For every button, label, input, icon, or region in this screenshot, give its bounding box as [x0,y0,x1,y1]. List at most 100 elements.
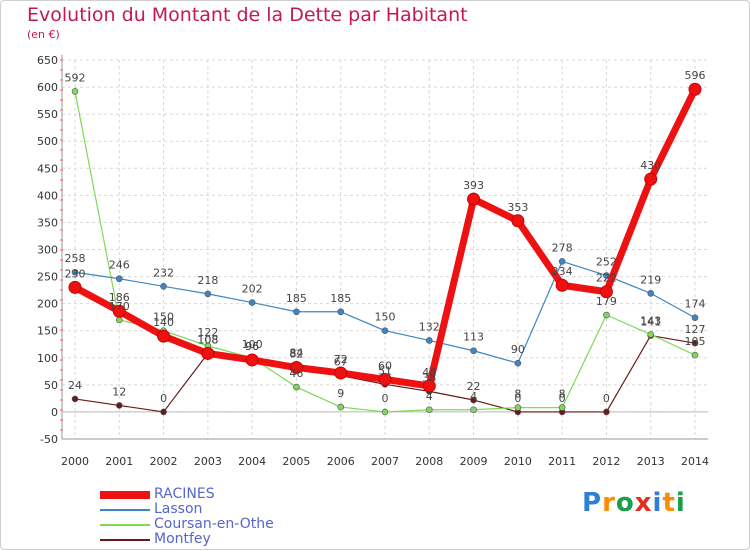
data-label: 72 [334,353,348,366]
x-tick-label: 2014 [681,455,709,468]
x-tick-label: 2007 [371,455,399,468]
data-label: 100 [242,338,263,351]
y-tick-label: 600 [37,81,58,94]
data-label: 252 [596,255,617,268]
legend-swatch-montfey [100,539,150,541]
data-label: 222 [596,272,617,285]
y-tick-label: 150 [37,325,58,338]
data-label: 24 [68,379,82,392]
y-tick-label: 300 [37,244,58,257]
data-point [157,329,171,343]
data-label: 185 [286,292,307,305]
x-tick-label: 2005 [282,455,310,468]
y-tick-label: 500 [37,135,58,148]
data-point [647,331,655,338]
data-point [293,308,300,316]
proxiti-logo: Proxiti [582,488,686,518]
data-label: 90 [511,343,525,356]
chart-subtitle: (en €) [27,28,60,41]
data-label: 202 [242,283,263,296]
data-point [647,290,655,297]
data-label: 150 [153,311,174,324]
data-point [644,172,658,186]
data-label: 9 [337,387,344,400]
y-tick-label: -50 [40,433,58,446]
data-point [467,192,481,206]
data-point [599,285,613,299]
x-tick-label: 2006 [327,455,355,468]
data-label: 67 [334,356,348,369]
data-label: 141 [640,316,661,329]
legend-label-coursan: Coursan-en-Othe [154,516,274,532]
data-label: 140 [153,316,174,329]
data-label: 96 [245,340,259,353]
data-label: 258 [65,252,86,265]
data-point [334,366,348,380]
data-label: 170 [109,300,130,313]
data-point [115,402,123,409]
data-label: 143 [640,315,661,328]
data-point [688,82,702,96]
data-label: 185 [330,292,351,305]
x-tick-label: 2010 [504,455,532,468]
data-label: 51 [378,364,392,377]
data-label: 232 [153,266,174,279]
data-label: 108 [197,333,218,346]
data-point [514,359,522,367]
data-label: 8 [514,388,521,401]
data-point [201,346,215,360]
x-tick-label: 2003 [194,455,222,468]
data-label: 105 [685,335,706,348]
data-point [245,353,259,367]
chart-title: Evolution du Montant de la Dette par Hab… [27,4,468,26]
y-tick-label: 650 [37,54,58,67]
y-tick-label: 450 [37,162,58,175]
data-point [511,214,525,228]
data-point [470,406,477,414]
x-tick-label: 2002 [150,455,178,468]
data-point [691,351,699,359]
logo-letter: i [652,488,663,518]
data-point [425,406,433,414]
legend-swatch-racines [100,491,150,499]
data-point [115,316,123,324]
data-label: 127 [685,323,706,336]
data-point [71,395,79,403]
data-point [68,280,82,294]
data-point [470,347,477,355]
legend-label-racines: RACINES [154,486,215,502]
data-point [603,272,610,279]
logo-letter: P [582,488,603,518]
data-point [337,403,345,411]
data-label: 353 [507,201,528,214]
data-point [381,408,389,416]
data-point [71,268,79,276]
legend-swatch-coursan [100,524,150,526]
data-label: 108 [197,333,218,346]
data-point [691,339,699,347]
data-point [691,314,699,322]
data-label: 592 [65,71,86,84]
x-tick-label: 2011 [548,455,576,468]
legend-label-lasson: Lasson [154,501,203,517]
logo-letter: r [602,488,616,518]
data-label: 218 [197,274,218,287]
data-label: 150 [375,311,396,324]
logo-letter: x [634,488,653,518]
data-label: 48 [422,366,436,379]
data-label: 174 [685,298,706,311]
x-tick-label: 2012 [592,455,620,468]
data-point [514,404,522,411]
data-point [160,283,167,290]
y-tick-label: 100 [37,352,58,365]
data-label: 430 [640,159,661,172]
data-point [160,408,167,416]
data-point [248,299,256,306]
data-point [470,396,477,404]
data-point [555,278,569,292]
data-label: 60 [378,359,392,372]
data-label: 246 [109,259,130,272]
logo-letter: i [675,488,686,518]
data-label: 278 [552,241,573,254]
